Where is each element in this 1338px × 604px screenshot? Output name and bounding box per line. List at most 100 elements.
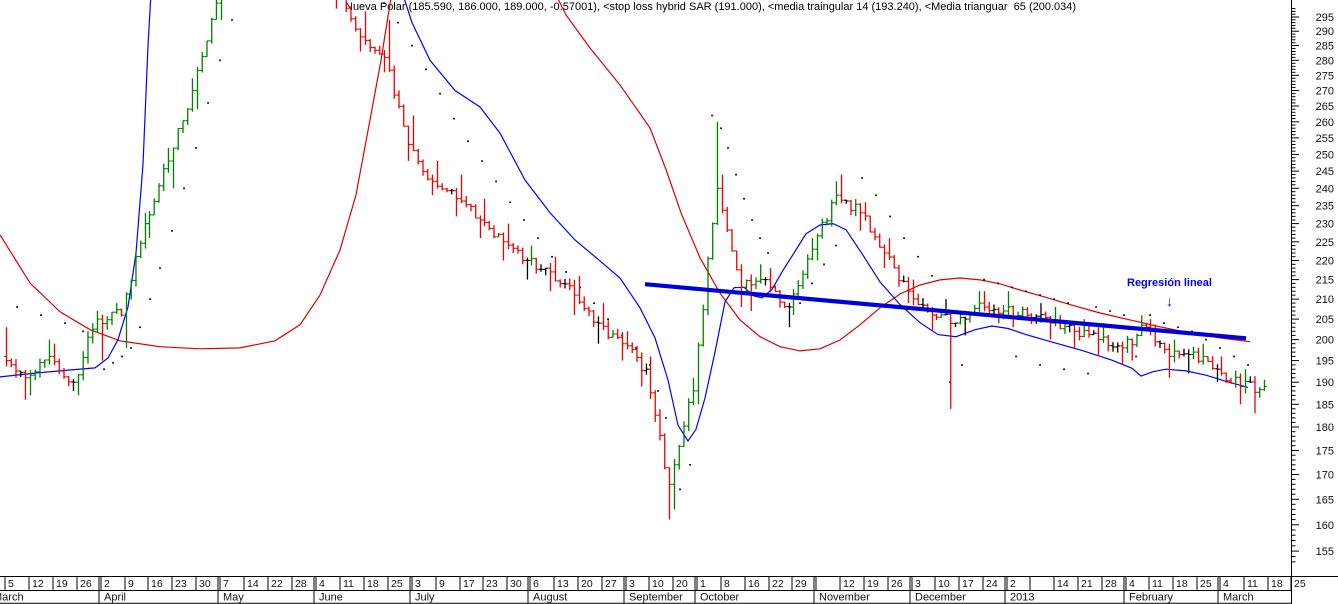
price-tick-label: 245 <box>1316 166 1334 178</box>
date-tick-label: 26 <box>80 578 92 590</box>
date-tick-label: 18 <box>367 578 379 590</box>
price-tick-label: 185 <box>1316 399 1334 411</box>
date-tick-label: 27 <box>605 578 617 590</box>
price-tick-label: 295 <box>1316 12 1334 24</box>
price-tick-label: 280 <box>1316 55 1334 67</box>
price-tick-label: 195 <box>1316 356 1334 368</box>
price-tick-label: 265 <box>1316 101 1334 113</box>
price-tick-label: 165 <box>1316 494 1334 506</box>
date-tick-label: 2 <box>104 578 110 590</box>
date-tick-label: 22 <box>772 578 784 590</box>
date-tick-label: 28 <box>295 578 307 590</box>
date-tick-label: 12 <box>32 578 44 590</box>
price-tick-label: 210 <box>1316 294 1334 306</box>
time-axis[interactable]: 5121926March29162330April7142228May41118… <box>0 576 1338 604</box>
price-tick-label: 215 <box>1316 275 1334 287</box>
date-tick-label: 4 <box>1223 578 1229 590</box>
month-label: March <box>0 592 24 604</box>
date-tick-label: 16 <box>151 578 163 590</box>
price-tick-label: 285 <box>1316 41 1334 53</box>
price-tick-label: 170 <box>1316 470 1334 482</box>
date-tick-label: 25 <box>391 578 403 590</box>
down-arrow-icon: ↓ <box>1166 293 1173 309</box>
date-tick-label: 19 <box>867 578 879 590</box>
date-tick-label: 16 <box>748 578 760 590</box>
date-tick-label: 18 <box>1176 578 1188 590</box>
price-tick-label: 155 <box>1316 546 1334 558</box>
date-tick-label: 23 <box>175 578 187 590</box>
price-tick-label: 255 <box>1316 133 1334 145</box>
month-label: August <box>533 592 567 604</box>
date-tick-label: 17 <box>962 578 974 590</box>
date-tick-label: 3 <box>629 578 635 590</box>
date-tick-label: 28 <box>1105 578 1117 590</box>
date-tick-label: 4 <box>319 578 325 590</box>
plot-area[interactable] <box>0 0 1267 520</box>
month-label: June <box>319 592 343 604</box>
price-tick-label: 180 <box>1316 422 1334 434</box>
price-tick-label: 270 <box>1316 86 1334 98</box>
date-tick-label: 8 <box>724 578 730 590</box>
date-tick-label: 20 <box>676 578 688 590</box>
price-tick-label: 250 <box>1316 149 1334 161</box>
instrument-header: Nueva Polar (185.590, 186.000, 189.000, … <box>345 1 1077 13</box>
date-tick-label: 7 <box>223 578 229 590</box>
month-label: July <box>415 592 435 604</box>
date-tick-label: 29 <box>795 578 807 590</box>
price-tick-label: 220 <box>1316 256 1334 268</box>
date-tick-label: 14 <box>247 578 259 590</box>
ma-fast-line[interactable] <box>0 0 1249 443</box>
price-tick-label: 275 <box>1316 70 1334 82</box>
date-tick-label: 23 <box>486 578 498 590</box>
month-label: December <box>915 592 966 604</box>
regression-annotation-label: Regresión lineal <box>1127 277 1212 289</box>
price-tick-label: 190 <box>1316 377 1334 389</box>
regression-line[interactable] <box>644 282 1247 341</box>
date-tick-label: 4 <box>1129 578 1135 590</box>
month-label: April <box>104 592 126 604</box>
date-tick-label: 1 <box>700 578 706 590</box>
date-tick-label: 14 <box>1057 578 1069 590</box>
price-tick-label: 200 <box>1316 335 1334 347</box>
date-tick-label: 26 <box>891 578 903 590</box>
price-axis[interactable]: 295 290 285 280 275 270 265 260 255 250 245 240 235 2… <box>1291 0 1335 604</box>
month-label: March <box>1223 592 1254 604</box>
price-tick-label: 230 <box>1316 219 1334 231</box>
date-tick-label: 2 <box>1010 578 1016 590</box>
month-label: May <box>223 592 244 604</box>
date-tick-label: 11 <box>1152 578 1163 590</box>
date-tick-label: 3 <box>415 578 421 590</box>
price-tick-label: 235 <box>1316 201 1334 213</box>
date-tick-label: 19 <box>56 578 68 590</box>
price-tick-label: 225 <box>1316 237 1334 249</box>
price-tick-label: 205 <box>1316 314 1334 326</box>
date-tick-label: 9 <box>128 578 134 590</box>
date-tick-label: 25 <box>1294 578 1306 590</box>
ma-slow-line[interactable] <box>0 0 1251 352</box>
date-tick-label: 18 <box>1271 578 1283 590</box>
date-tick-label: 20 <box>581 578 593 590</box>
price-tick-label: 260 <box>1316 117 1334 129</box>
date-tick-label: 10 <box>652 578 664 590</box>
date-tick-label: 11 <box>1247 578 1258 590</box>
month-label: November <box>819 592 870 604</box>
candlesticks-layer <box>4 0 1267 520</box>
month-label: October <box>700 592 739 604</box>
sar-dots-layer <box>16 2 1249 491</box>
date-tick-label: 12 <box>843 578 855 590</box>
date-tick-label: 25 <box>1200 578 1212 590</box>
date-tick-label: 13 <box>557 578 569 590</box>
month-label: September <box>629 592 683 604</box>
price-tick-label: 240 <box>1316 183 1334 195</box>
date-tick-label: 9 <box>439 578 445 590</box>
date-tick-label: 5 <box>8 578 14 590</box>
date-tick-label: 10 <box>938 578 950 590</box>
date-tick-label: 30 <box>510 578 522 590</box>
price-tick-label: 290 <box>1316 26 1334 38</box>
date-tick-label: 21 <box>1081 578 1093 590</box>
date-tick-label: 11 <box>343 578 354 590</box>
month-label: February <box>1129 592 1174 604</box>
date-tick-label: 17 <box>463 578 475 590</box>
